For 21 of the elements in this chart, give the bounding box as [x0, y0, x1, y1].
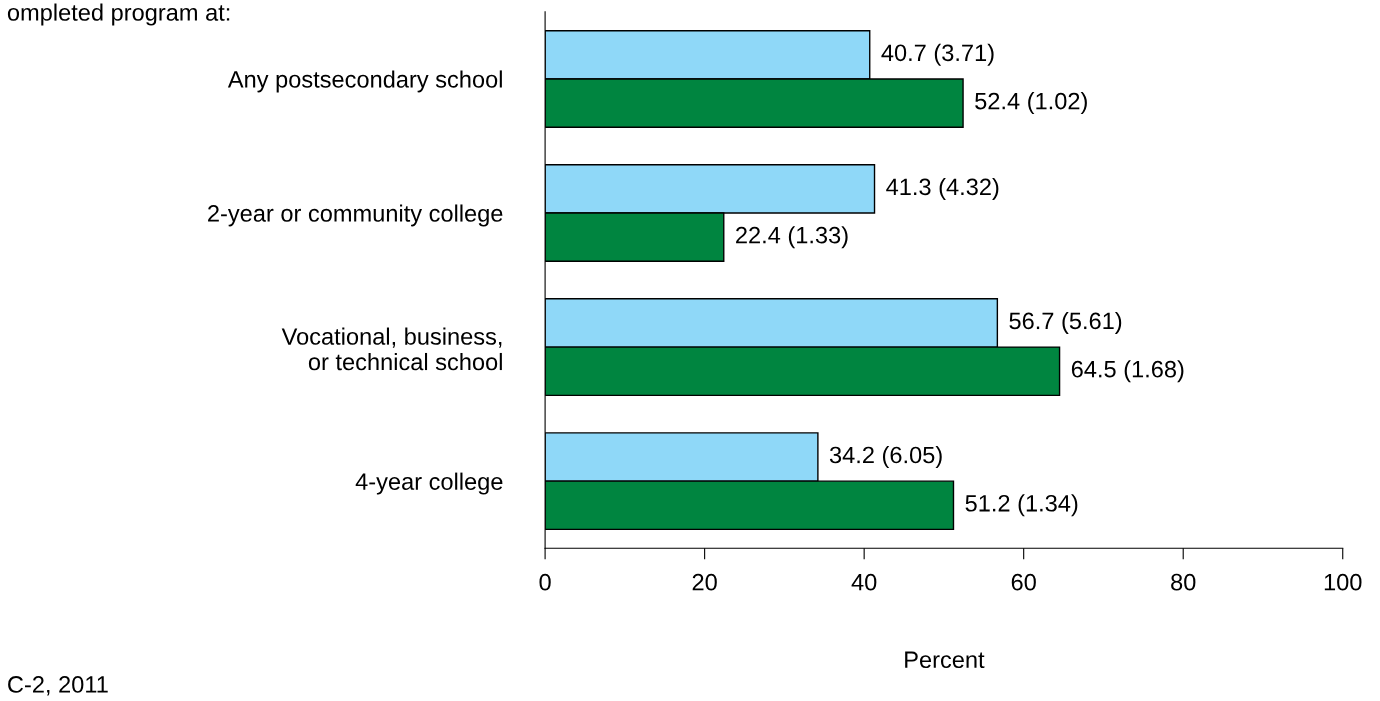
y-tick-label: 4-year college	[355, 472, 503, 495]
data-label: 34.2 (6.05)	[829, 446, 942, 469]
data-label: 51.2 (1.34)	[965, 494, 1078, 517]
x-axis-title: Percent	[905, 651, 985, 669]
data-label: 22.4 (1.33)	[736, 226, 848, 249]
x-tick-label: 100	[1324, 573, 1362, 591]
x-tick-label: 0	[539, 573, 551, 591]
text: ompleted program at:	[7, 3, 230, 26]
y-tick-label: 2-year or community college	[208, 204, 503, 227]
x-tick-label: 40	[851, 573, 877, 591]
data-label: 40.7 (3.71)	[881, 43, 994, 66]
x-tick-label: 60	[1011, 573, 1036, 591]
data-label: 52.4 (1.02)	[975, 92, 1087, 115]
text: C-2, 2011	[8, 676, 108, 696]
data-label: 64.5 (1.68)	[1071, 360, 1184, 383]
x-tick-label: 80	[1171, 573, 1196, 591]
y-tick-label: Any postsecondary school	[227, 70, 502, 93]
data-label: 56.7 (5.61)	[1009, 311, 1122, 334]
x-tick-label: 20	[692, 573, 717, 591]
y-tick-label: Vocational, business, or technical school	[281, 327, 502, 371]
data-label: 41.3 (4.32)	[886, 177, 999, 200]
